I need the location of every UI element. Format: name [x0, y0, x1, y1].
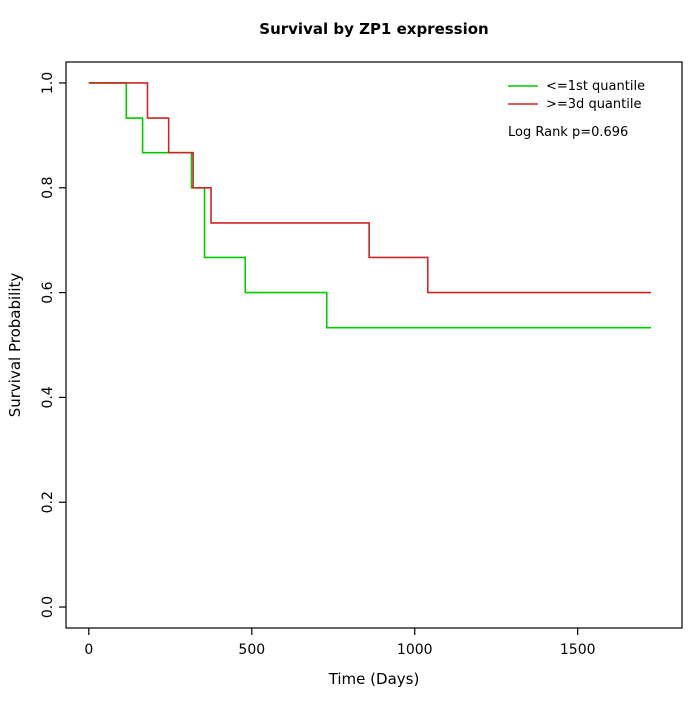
survival-curve-2: [88, 82, 652, 294]
plot-title: Survival by ZP1 expression: [259, 20, 488, 38]
survival-curve-1: [88, 82, 652, 329]
x-tick-label: 1000: [397, 642, 433, 658]
y-tick-label: 0.8: [40, 177, 56, 199]
y-tick-label: 0.0: [40, 596, 56, 618]
y-tick-label: 1.0: [40, 72, 56, 94]
x-axis-label: Time (Days): [328, 670, 420, 688]
legend-label-1: <=1st quantile: [546, 79, 645, 94]
plot-box: [65, 61, 683, 629]
x-tick-label: 500: [238, 642, 265, 658]
y-axis-label: Survival Probability: [6, 273, 24, 418]
legend-label-2: >=3d quantile: [546, 97, 641, 112]
x-tick-label: 0: [84, 642, 93, 658]
x-tick-label: 1500: [560, 642, 596, 658]
y-tick-label: 0.6: [40, 281, 56, 303]
y-tick-label: 0.4: [40, 386, 56, 408]
logrank-annotation: Log Rank p=0.696: [508, 125, 628, 140]
y-tick-label: 0.2: [40, 491, 56, 513]
